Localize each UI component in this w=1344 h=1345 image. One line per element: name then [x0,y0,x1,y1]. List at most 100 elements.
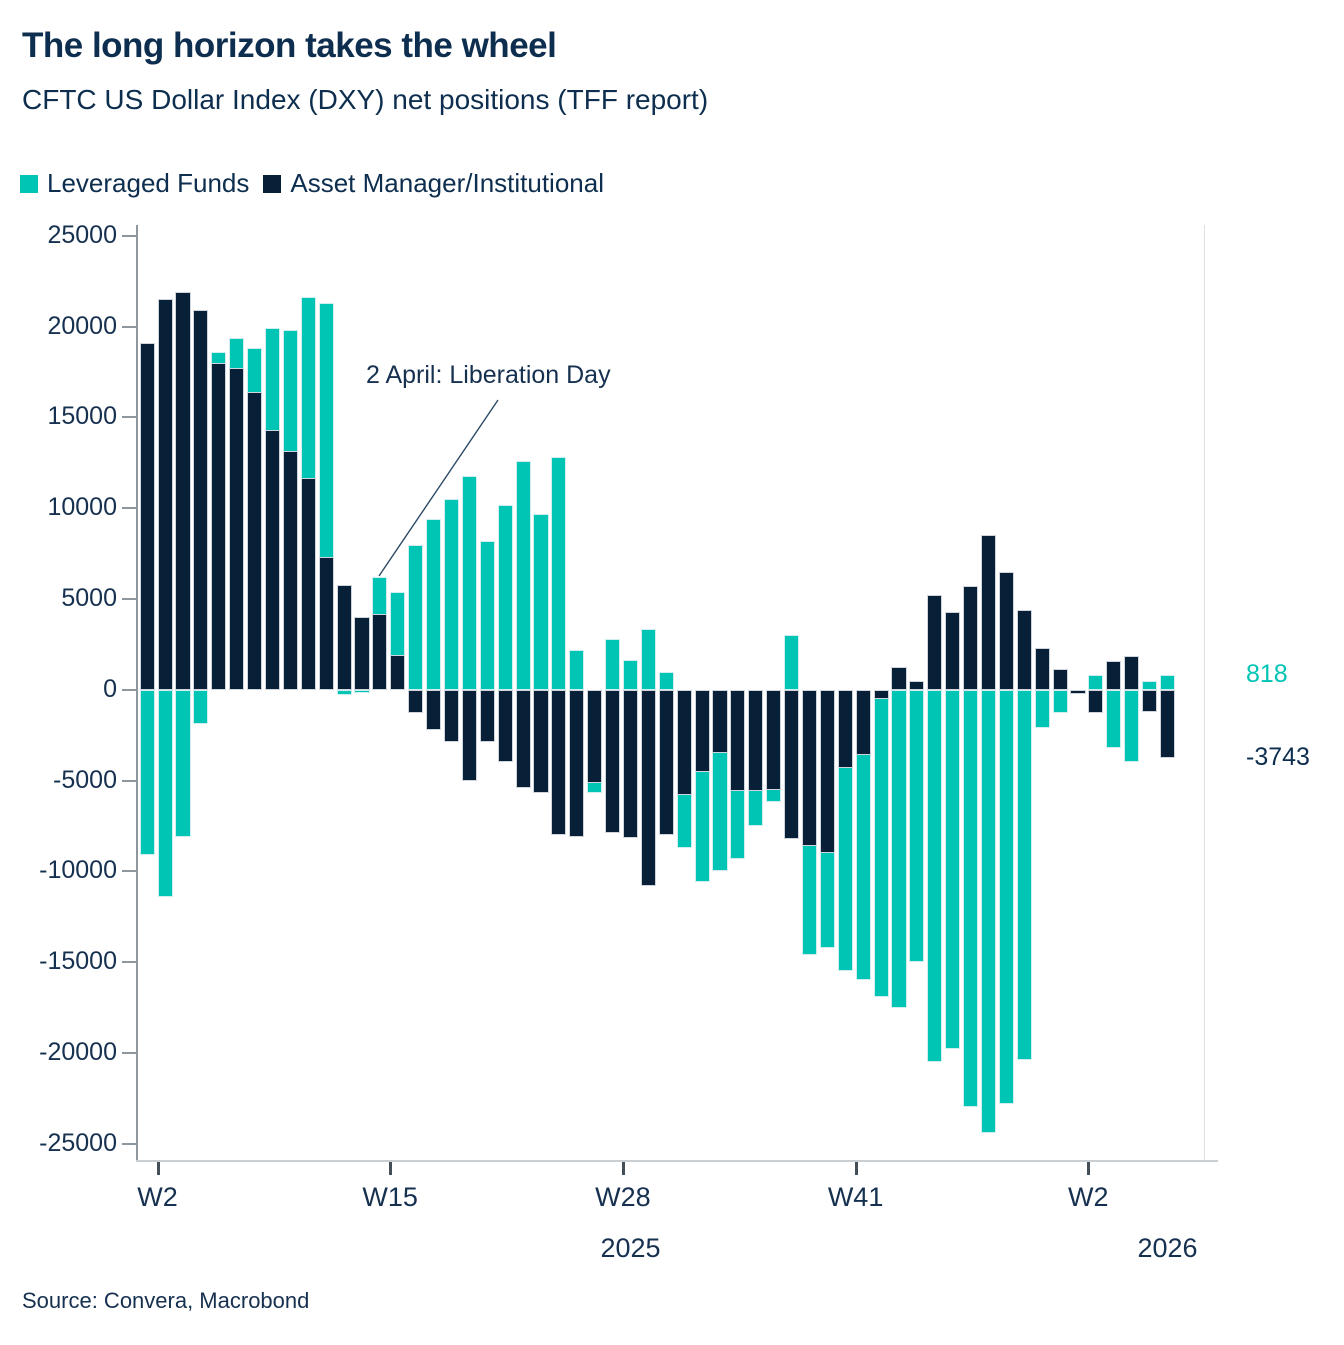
bar-leveraged-funds [479,540,495,690]
bar-asset-manager [229,368,245,690]
bar-asset-manager [354,617,370,690]
x-axis-label: W2 [1068,1182,1109,1212]
bar-leveraged-funds [193,689,209,725]
bar-leveraged-funds [175,689,191,837]
bar-leveraged-funds [515,461,531,690]
bar-asset-manager [891,667,907,690]
bar-asset-manager [1124,655,1140,690]
bar-asset-manager [1070,689,1086,695]
bar-leveraged-funds [909,689,925,963]
y-axis-tick [122,1051,136,1054]
y-axis-label: 5000 [61,584,117,613]
bar-asset-manager [909,681,925,690]
x-axis-tick [156,1162,160,1175]
bar-asset-manager [569,689,585,837]
x-axis-label: W15 [362,1182,418,1212]
bar-leveraged-funds [640,628,656,690]
bar-asset-manager [443,689,460,743]
bar-leveraged-funds [139,689,155,856]
y-axis-tick [122,416,136,419]
bar-asset-manager [676,689,692,796]
bar-asset-manager [318,557,334,690]
legend-label: Leveraged Funds [47,168,250,198]
bar-asset-manager [157,299,173,690]
x-axis-tick [389,1162,393,1175]
bar-asset-manager [461,689,477,781]
bar-asset-manager [426,689,442,730]
bar-leveraged-funds [354,689,370,694]
bar-asset-manager [264,430,281,690]
legend-label: Asset Manager/Institutional [290,168,604,198]
x-axis-label: W41 [827,1182,884,1212]
x-axis-tick [1087,1162,1091,1175]
bar-asset-manager [945,611,961,690]
bar-leveraged-funds [784,635,800,690]
bar-asset-manager [819,689,835,854]
bar-asset-manager [247,392,263,690]
bar-asset-manager [1052,668,1068,690]
y-axis-label: 10000 [47,493,117,522]
plot-area [137,225,1205,1161]
bar-leveraged-funds [1124,689,1140,763]
bar-leveraged-funds [569,649,585,690]
bar-asset-manager [390,655,406,690]
bar-asset-manager [658,689,674,836]
bar-asset-manager [748,689,764,792]
bar-leveraged-funds [551,457,567,690]
bar-asset-manager [175,292,191,690]
x-axis-label: W28 [595,1182,651,1212]
latest-value-label: 818 [1246,659,1288,688]
bar-leveraged-funds [891,689,907,1008]
bar-leveraged-funds [408,544,424,690]
chart-title: The long horizon takes the wheel [22,26,557,65]
bar-leveraged-funds [497,504,513,690]
bar-asset-manager [300,478,316,690]
bar-asset-manager [1106,661,1122,690]
y-axis-label: -15000 [39,947,117,976]
y-axis-tick [122,779,136,782]
bar-asset-manager [533,689,549,794]
bar-asset-manager [282,451,298,690]
legend-item-leveraged-funds: Leveraged Funds [20,168,249,199]
x-axis-tick [854,1162,858,1175]
x-axis-year-label: 2026 [1137,1233,1198,1263]
bar-asset-manager [622,689,639,838]
bar-asset-manager [1034,648,1050,690]
bar-leveraged-funds [157,689,173,897]
bar-leveraged-funds [336,689,352,696]
bar-asset-manager [1142,689,1158,712]
x-axis-tick [621,1162,625,1175]
y-axis-tick [122,507,136,510]
bar-asset-manager [193,310,209,690]
annotation-label: 2 April: Liberation Day [366,361,611,389]
bar-leveraged-funds [1088,674,1104,690]
bar-leveraged-funds [605,638,621,690]
y-axis-label: 0 [103,674,117,703]
y-axis-tick [122,325,136,328]
x-axis-label: W2 [137,1182,178,1212]
bar-leveraged-funds [963,689,979,1108]
bar-leveraged-funds [927,689,943,1063]
bar-leveraged-funds [998,689,1014,1104]
bar-asset-manager [479,689,495,743]
y-axis-tick [122,598,136,601]
y-axis-label: -20000 [39,1037,117,1066]
bar-leveraged-funds [1052,689,1068,714]
bar-asset-manager [1159,689,1176,758]
bar-leveraged-funds [658,671,674,690]
bar-asset-manager [1016,609,1032,690]
bar-leveraged-funds [1159,674,1176,690]
bar-asset-manager [998,571,1014,690]
bar-asset-manager [712,689,728,754]
bar-asset-manager [372,613,388,690]
legend: Leveraged Funds Asset Manager/Institutio… [20,168,618,199]
bar-asset-manager [515,689,531,788]
bar-asset-manager [837,689,853,768]
y-axis-label: -10000 [39,856,117,885]
bar-asset-manager [1088,689,1104,714]
bar-asset-manager [730,689,746,792]
bar-asset-manager [784,689,800,839]
asset-manager-swatch-icon [263,174,282,193]
bar-asset-manager [873,689,889,699]
bar-leveraged-funds [461,475,477,690]
